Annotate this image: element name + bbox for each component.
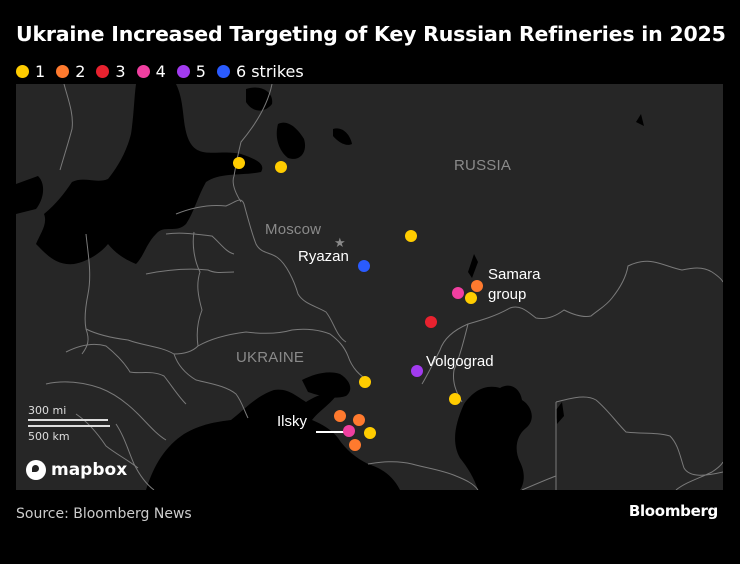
city-label-samara: Samara	[488, 266, 541, 283]
legend-swatch-icon	[216, 65, 230, 78]
scale-bar-km	[28, 425, 110, 427]
refinery-marker-6-strikes[interactable]	[358, 260, 370, 272]
mapbox-attribution[interactable]: mapbox	[26, 460, 127, 480]
chart-title: Ukraine Increased Targeting of Key Russi…	[16, 22, 726, 46]
legend-label: 5	[195, 62, 206, 81]
legend-swatch-icon	[56, 65, 70, 78]
legend-label: 3	[115, 62, 126, 81]
country-label-ukraine: UKRAINE	[236, 349, 305, 366]
legend-item-1: 1	[16, 62, 45, 81]
legend-label: 1	[35, 62, 46, 81]
refinery-marker-4-strikes[interactable]	[452, 287, 464, 299]
city-label-volgograd: Volgograd	[426, 353, 494, 370]
scale-miles-label: 300 mi	[28, 404, 67, 417]
capital-label-moscow: Moscow	[265, 221, 322, 238]
refinery-marker-2-strikes[interactable]	[353, 414, 365, 426]
legend-item-3: 3	[96, 62, 126, 81]
refinery-marker-4-strikes[interactable]	[343, 425, 355, 437]
ilsky-leader-line	[316, 431, 349, 433]
legend-item-4: 4	[136, 62, 166, 81]
map-basemap	[16, 84, 723, 490]
legend-item-2: 2	[56, 62, 85, 81]
legend-label: 6 strikes	[235, 62, 304, 81]
city-label-ilsky: Ilsky	[277, 413, 307, 430]
refinery-marker-1-strikes[interactable]	[465, 292, 477, 304]
legend-label: 2	[75, 62, 86, 81]
legend-swatch-icon	[136, 65, 150, 78]
strike-count-legend: 1 2 3 4 5 6 strikes	[16, 62, 315, 81]
legend-swatch-icon	[96, 65, 110, 78]
refinery-marker-5-strikes[interactable]	[411, 365, 423, 377]
city-label-ryazan: Ryazan	[298, 248, 349, 265]
map-canvas[interactable]: RUSSIA UKRAINE Moscow ★ Ryazan Samara group Vol…	[16, 84, 723, 490]
legend-item-6: 6 strikes	[216, 62, 304, 81]
mapbox-logo-icon	[26, 460, 46, 480]
water-bodies	[16, 84, 644, 490]
bloomberg-logo: Bloomberg	[628, 502, 718, 520]
legend-swatch-icon	[16, 65, 29, 78]
refinery-marker-2-strikes[interactable]	[349, 439, 361, 451]
refinery-marker-2-strikes[interactable]	[471, 280, 483, 292]
refinery-marker-1-strikes[interactable]	[275, 161, 287, 173]
capital-star-icon: ★	[334, 236, 346, 251]
refinery-marker-1-strikes[interactable]	[449, 393, 461, 405]
scale-bar-miles	[28, 419, 108, 421]
refinery-marker-1-strikes[interactable]	[364, 427, 376, 439]
source-note: Source: Bloomberg News	[16, 506, 192, 522]
legend-item-5: 5	[176, 62, 206, 81]
refinery-marker-1-strikes[interactable]	[359, 376, 371, 388]
scale-km-label: 500 km	[28, 430, 70, 443]
country-borders	[45, 84, 723, 490]
country-label-russia: RUSSIA	[454, 157, 512, 174]
refinery-marker-1-strikes[interactable]	[405, 230, 417, 242]
refinery-marker-3-strikes[interactable]	[425, 316, 437, 328]
legend-swatch-icon	[176, 65, 190, 78]
mapbox-wordmark: mapbox	[51, 460, 128, 480]
refinery-marker-2-strikes[interactable]	[334, 410, 346, 422]
refinery-marker-1-strikes[interactable]	[233, 157, 245, 169]
legend-label: 4	[155, 62, 166, 81]
city-label-group: group	[488, 286, 527, 303]
